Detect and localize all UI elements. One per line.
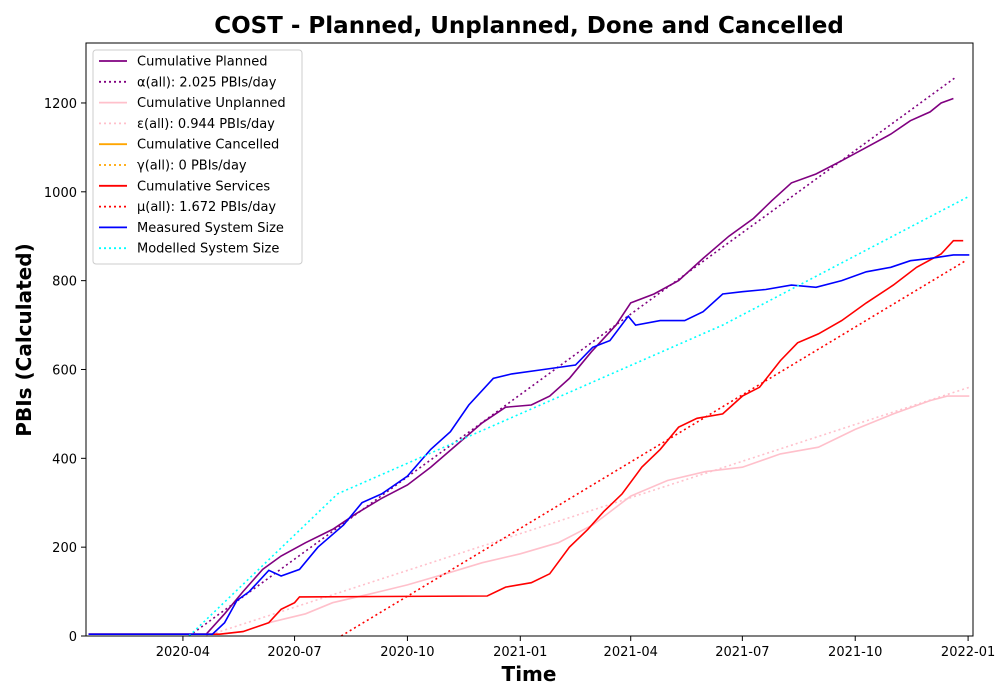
plot-series: [88, 76, 970, 637]
x-axis-title: Time: [502, 662, 557, 686]
legend-label-cumulative-cancelled: Cumulative Cancelled: [137, 138, 279, 153]
x-axis: 2020-04 2020-07 2020-10 2021-01 2021-04 2021-…: [156, 636, 995, 660]
y-axis: 0 200 400 600 800 1000 1200: [44, 97, 86, 645]
legend-label-all-1-672-pbis-day: μ(all): 1.672 PBIs/day: [137, 200, 276, 215]
series-9-line: [88, 254, 970, 636]
x-tick-label: 2022-01: [941, 645, 995, 660]
legend-label-cumulative-unplanned: Cumulative Unplanned: [137, 96, 286, 111]
plot-frame: [85, 42, 974, 637]
series-7-line: [88, 239, 964, 636]
x-tick-label: 2020-04: [156, 645, 210, 660]
y-tick-label: 0: [69, 630, 77, 645]
legend: Cumulative Planned α(all): 2.025 PBIs/day…: [92, 49, 303, 265]
chart-title: COST - Planned, Unplanned, Done and Canc…: [214, 13, 844, 39]
series-10-line: [188, 195, 970, 637]
y-tick-label: 600: [52, 363, 77, 378]
legend-label-all-0-944-pbis-day: ε(all): 0.944 PBIs/day: [137, 117, 275, 132]
x-tick-label: 2020-07: [267, 645, 321, 660]
legend-box: [92, 49, 303, 265]
legend-label-modelled-system-size: Modelled System Size: [137, 242, 279, 257]
series-8-line: [340, 260, 967, 637]
x-tick-label: 2021-04: [604, 645, 658, 660]
series-2-line: [188, 76, 957, 637]
series-4-line: [205, 386, 970, 637]
x-tick-label: 2021-10: [828, 645, 882, 660]
series-1-line: [88, 97, 954, 636]
y-axis-title: PBIs (Calculated): [12, 243, 36, 436]
y-tick-label: 1000: [44, 186, 77, 201]
x-tick-label: 2021-01: [493, 645, 547, 660]
y-tick-label: 800: [52, 275, 77, 290]
legend-label-cumulative-planned: Cumulative Planned: [137, 55, 267, 70]
y-tick-label: 400: [52, 452, 77, 467]
legend-label-all-2-025-pbis-day: α(all): 2.025 PBIs/day: [137, 75, 277, 90]
legend-label-all-0-pbis-day: γ(all): 0 PBIs/day: [137, 159, 247, 174]
x-tick-label: 2021-07: [715, 645, 769, 660]
series-3-line: [88, 395, 970, 636]
y-tick-label: 200: [52, 541, 77, 556]
legend-label-measured-system-size: Measured System Size: [137, 221, 284, 236]
x-tick-label: 2020-10: [380, 645, 434, 660]
y-tick-label: 1200: [44, 97, 77, 112]
legend-label-cumulative-services: Cumulative Services: [137, 179, 270, 194]
